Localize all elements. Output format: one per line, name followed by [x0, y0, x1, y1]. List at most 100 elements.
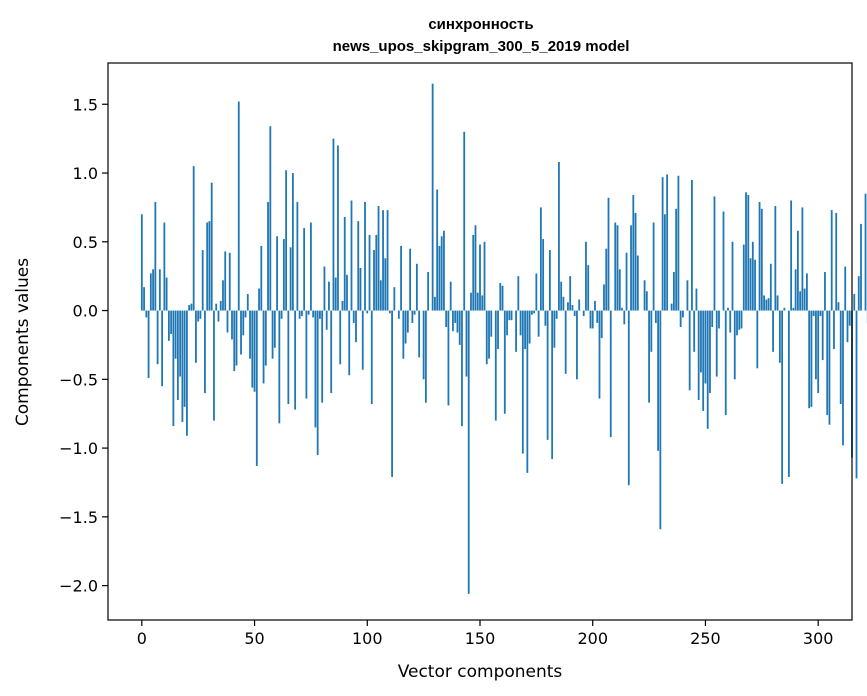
bar-225 [648, 310, 650, 403]
bar-63 [282, 239, 285, 311]
y-tick-label: 0.0 [73, 302, 98, 321]
bar-104 [375, 234, 378, 311]
bar-78 [316, 310, 319, 455]
bar-158 [497, 310, 499, 350]
x-tick-label: 150 [465, 629, 496, 648]
bar-141 [458, 310, 461, 345]
bar-120 [411, 310, 414, 323]
bar-194 [578, 299, 581, 311]
bar-140 [456, 310, 459, 333]
bar-90 [343, 217, 346, 311]
bar-186 [560, 281, 563, 311]
bar-302 [821, 310, 824, 361]
bar-232 [663, 214, 666, 311]
bar-24 [195, 310, 197, 363]
bar-13 [170, 310, 173, 334]
bar-89 [341, 300, 344, 311]
bar-159 [499, 283, 502, 311]
bar-208 [609, 310, 612, 438]
bar-202 [596, 310, 599, 323]
x-tick-label: 200 [577, 629, 608, 648]
bar-46 [244, 310, 247, 318]
bar-170 [524, 310, 526, 350]
bar-316 [853, 294, 856, 311]
bar-273 [756, 310, 759, 369]
bar-178 [542, 239, 545, 311]
bar-259 [724, 310, 727, 416]
bar-216 [627, 310, 630, 486]
bar-70 [298, 310, 301, 319]
bar-262 [731, 241, 734, 311]
bar-224 [645, 291, 648, 311]
bar-193 [576, 310, 578, 380]
plot-frame [107, 62, 853, 621]
bar-133 [440, 236, 443, 311]
bar-272 [754, 259, 756, 311]
bar-287 [787, 310, 790, 477]
bar-154 [488, 310, 490, 359]
bar-281 [774, 206, 777, 311]
x-axis-label: Vector components [398, 662, 563, 682]
bar-162 [506, 310, 508, 336]
bar-229 [657, 310, 660, 451]
bar-25 [197, 310, 200, 322]
bar-285 [783, 307, 786, 311]
bar-68 [294, 310, 297, 410]
bar-288 [790, 200, 793, 311]
y-tick-label: −1.0 [59, 439, 98, 458]
bar-267 [742, 244, 745, 311]
bar-110 [388, 310, 391, 314]
bar-81 [323, 266, 326, 311]
bar-279 [769, 263, 772, 311]
bar-255 [715, 310, 718, 377]
x-tick-label: 0 [137, 629, 147, 648]
bar-249 [702, 310, 705, 411]
bar-19 [183, 310, 186, 407]
bar-295 [806, 273, 808, 311]
bar-145 [467, 310, 470, 594]
bar-106 [379, 280, 382, 311]
bar-35 [219, 300, 222, 311]
bar-131 [436, 189, 439, 311]
bar-226 [650, 310, 653, 352]
bar-310 [839, 310, 842, 405]
bar-43 [237, 101, 240, 311]
bar-260 [727, 307, 729, 311]
bar-246 [695, 288, 698, 311]
bar-108 [384, 258, 387, 311]
bar-17 [179, 310, 182, 377]
bar-290 [794, 269, 797, 311]
bar-136 [447, 310, 450, 406]
bar-52 [258, 288, 260, 311]
bar-239 [679, 310, 682, 328]
bar-283 [778, 310, 781, 363]
bar-88 [339, 310, 342, 365]
bar-8 [158, 269, 161, 311]
bar-191 [571, 305, 574, 311]
bar-210 [614, 222, 617, 311]
bar-147 [472, 234, 475, 311]
bar-168 [519, 310, 522, 336]
bar-313 [846, 310, 849, 343]
bar-134 [443, 230, 445, 311]
bar-58 [271, 310, 274, 359]
bar-118 [406, 310, 409, 333]
bar-274 [758, 201, 761, 311]
bar-240 [682, 310, 684, 318]
bar-189 [567, 302, 569, 311]
bar-142 [461, 310, 463, 427]
bar-238 [677, 175, 680, 311]
bar-144 [465, 310, 468, 377]
bar-93 [350, 200, 353, 311]
bar-182 [551, 310, 554, 460]
y-axis-label: Components values [13, 258, 33, 426]
bar-1 [143, 287, 145, 311]
bar-173 [530, 310, 533, 315]
bar-111 [391, 310, 393, 477]
bar-277 [765, 299, 768, 311]
bar-228 [654, 310, 657, 323]
bar-146 [470, 292, 472, 311]
bar-73 [305, 310, 308, 399]
bar-218 [632, 195, 635, 311]
